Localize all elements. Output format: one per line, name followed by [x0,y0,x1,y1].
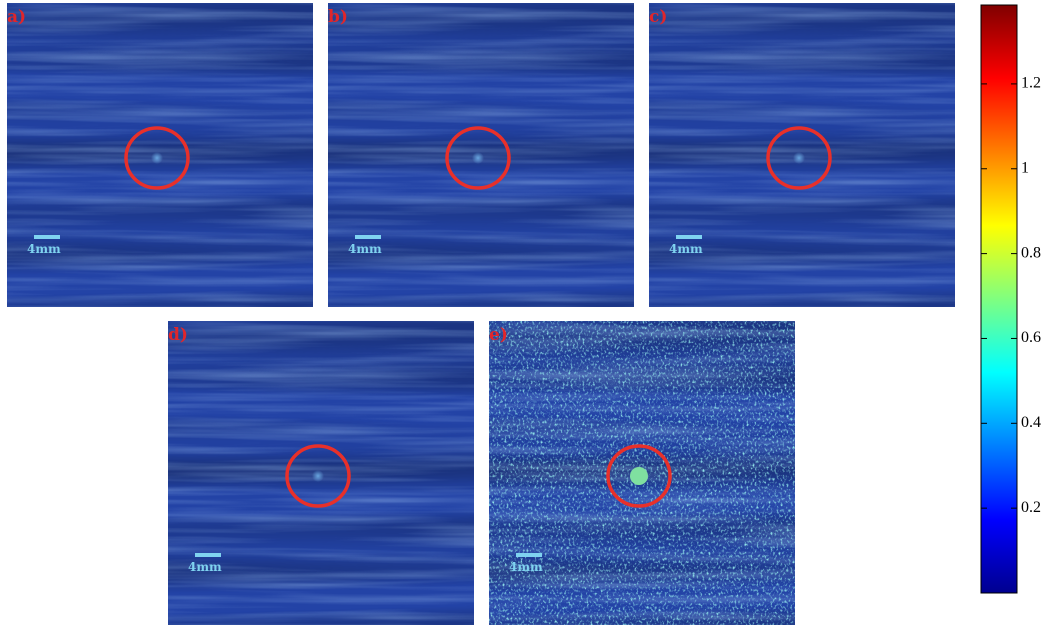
panel-label: e) [489,325,508,345]
panel-label: d) [168,325,188,345]
scale-bar-label: 4mm [27,242,61,256]
panel: b) 4mm [328,3,634,307]
tick-label: 1.2 [1021,75,1041,92]
scale-bar-label: 4mm [348,242,382,256]
highlight-circle [606,444,672,508]
colorbar-gradient [980,4,1018,594]
tick-label: 0.2 [1021,499,1041,516]
scale-bar-label: 4mm [509,560,543,574]
colorbar: 0.2 0.4 0.6 0.8 1 1.2 [980,4,1041,594]
highlight-circle [285,444,351,508]
highlight-circle [124,126,190,190]
panel: d) 4mm [168,321,474,625]
panel-label: a) [7,7,26,27]
panel: a) 4mm [7,3,313,307]
panel: c) 4mm [649,3,955,307]
scale-bar-label: 4mm [188,560,222,574]
defect-spot [793,152,805,164]
defect-spot [312,470,324,482]
panel: e) 4mm [489,321,795,625]
defect-spot [630,467,648,485]
panels: a) 4mm b) 4mm c) 4mm d) 4mm e) 4mm [7,3,955,625]
scale-bar-label: 4mm [669,242,703,256]
highlight-circle [445,126,511,190]
tick-label: 1 [1021,159,1029,176]
tick-label: 0.6 [1021,329,1041,346]
defect-spot [151,152,163,164]
panel-label: c) [649,7,667,27]
highlight-circle [766,126,832,190]
defect-spot [472,152,484,164]
tick-label: 0.8 [1021,244,1041,261]
tick-label: 0.4 [1021,414,1041,431]
panel-label: b) [328,7,348,27]
